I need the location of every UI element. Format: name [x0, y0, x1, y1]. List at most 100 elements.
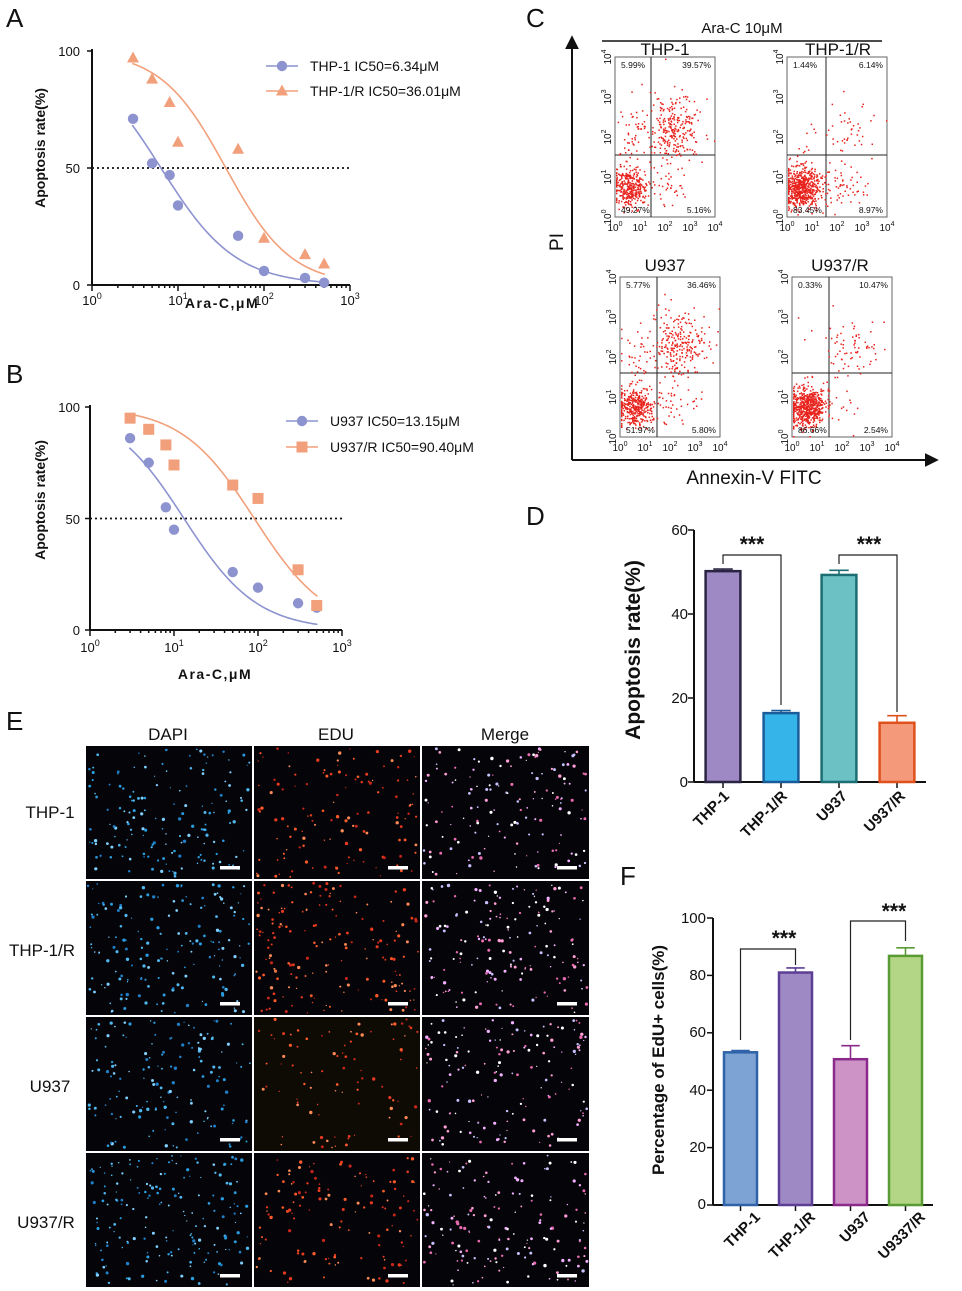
c-event-dot	[623, 180, 626, 182]
e-cell-dot	[194, 1157, 197, 1160]
e-cell-dot	[396, 779, 400, 782]
e-cell-dot	[212, 975, 216, 979]
c-event-dot	[657, 367, 659, 369]
c-event-dot	[629, 182, 631, 184]
f-xtick-label: U9337/R	[875, 1209, 929, 1263]
c-event-dot	[812, 429, 814, 431]
c-event-dot	[806, 188, 809, 190]
c-event-dot	[812, 408, 814, 410]
e-cell-dot	[185, 895, 188, 898]
e-cell-dot	[476, 785, 478, 788]
c-event-dot	[791, 195, 794, 197]
c-event-dot	[793, 411, 795, 413]
c-event-dot	[649, 161, 651, 163]
e-cell-dot	[513, 965, 517, 969]
c-event-dot	[621, 392, 623, 394]
e-cell-dot	[395, 821, 399, 825]
e-cell-dot	[289, 1033, 292, 1036]
e-cell-dot	[197, 836, 199, 838]
e-cell-dot	[406, 779, 409, 781]
c-event-dot	[631, 406, 633, 409]
c-event-dot	[809, 436, 811, 438]
c-event-dot	[640, 379, 643, 382]
e-cell-dot	[219, 896, 222, 899]
e-cell-dot	[130, 917, 133, 919]
c-event-dot	[795, 424, 797, 427]
e-cell-dot	[546, 954, 549, 957]
e-cell-dot	[413, 1105, 418, 1109]
e-cell-dot	[367, 811, 370, 814]
e-cell-dot	[171, 1122, 175, 1126]
c-event-dot	[636, 117, 638, 119]
c-event-dot	[808, 423, 810, 425]
e-cell-dot	[430, 975, 434, 979]
e-cell-dot	[585, 1259, 589, 1263]
c-ytick-group: 100	[606, 429, 619, 444]
c-event-dot	[637, 428, 640, 430]
e-cell-dot	[136, 1186, 139, 1189]
e-cell-dot	[425, 1035, 429, 1039]
e-cell-dot	[489, 909, 492, 913]
e-cell-dot	[450, 1216, 454, 1220]
c-event-dot	[842, 344, 844, 346]
e-cell-dot	[468, 864, 472, 868]
e-cell-dot	[386, 1199, 389, 1202]
c-event-dot	[651, 145, 654, 148]
e-cell-dot	[198, 1056, 201, 1058]
e-cell-dot	[338, 1226, 341, 1229]
e-cell-dot	[349, 1040, 353, 1043]
c-event-dot	[668, 172, 670, 175]
e-cell-dot	[392, 1213, 396, 1217]
c-event-dot	[817, 397, 820, 399]
e-cell-dot	[126, 820, 129, 824]
c-event-dot	[795, 383, 798, 385]
e-cell-dot	[285, 925, 288, 929]
c-event-dot	[672, 404, 674, 406]
e-cell-dot	[327, 1193, 331, 1197]
e-cell-dot	[493, 1248, 497, 1252]
e-micrograph-tile	[86, 881, 252, 1015]
e-cell-dot	[192, 1068, 196, 1072]
e-cell-dot	[479, 1002, 482, 1006]
e-cell-dot	[203, 842, 206, 845]
c-event-dot	[803, 407, 806, 409]
c-event-dot	[619, 174, 621, 176]
c-event-dot	[685, 322, 688, 325]
c-event-dot	[694, 319, 696, 321]
c-quadrant-ll: 49.27%	[621, 205, 650, 215]
c-event-dot	[815, 402, 817, 405]
e-cell-dot	[213, 1271, 216, 1274]
c-event-dot	[623, 188, 625, 191]
c-event-dot	[806, 145, 808, 148]
e-cell-dot	[161, 817, 165, 822]
c-event-dot	[683, 331, 685, 333]
c-event-dot	[856, 351, 858, 354]
c-event-dot	[618, 208, 620, 211]
c-event-dot	[802, 180, 805, 182]
e-scale-bar	[557, 1138, 577, 1142]
e-cell-dot	[450, 823, 452, 826]
c-event-dot	[636, 414, 638, 417]
c-event-dot	[870, 360, 872, 363]
c-event-dot	[797, 185, 799, 187]
e-cell-dot	[506, 1050, 510, 1054]
e-cell-dot	[240, 799, 243, 802]
e-cell-dot	[280, 1063, 282, 1065]
c-event-dot	[830, 201, 832, 204]
e-cell-dot	[200, 828, 203, 831]
e-cell-dot	[528, 905, 531, 908]
e-cell-dot	[577, 1118, 581, 1122]
c-event-dot	[644, 388, 646, 390]
c-xtick-exponent: 0	[791, 221, 795, 228]
e-cell-dot	[473, 1179, 477, 1182]
c-event-dot	[664, 140, 667, 143]
e-cell-dot	[538, 1221, 542, 1225]
e-cell-dot	[138, 1115, 142, 1119]
e-cell-dot	[462, 998, 466, 1002]
c-event-dot	[867, 182, 869, 185]
e-cell-dot	[453, 837, 457, 841]
c-event-dot	[852, 125, 855, 127]
c-event-dot	[806, 401, 808, 403]
c-event-dot	[805, 420, 807, 422]
c-event-dot	[793, 394, 796, 396]
